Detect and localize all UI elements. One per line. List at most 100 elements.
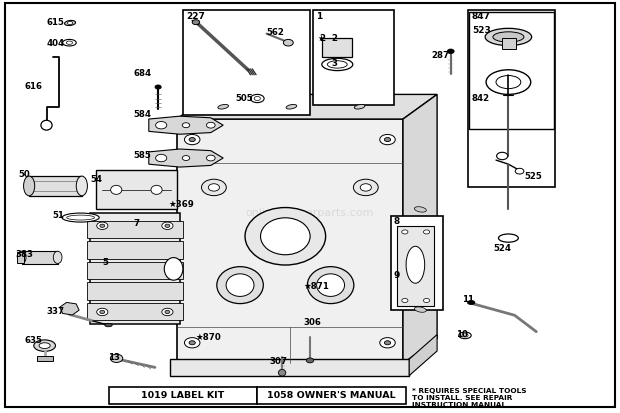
Ellipse shape: [402, 299, 408, 303]
Bar: [108, 387, 257, 404]
Ellipse shape: [24, 176, 35, 196]
Ellipse shape: [110, 354, 123, 363]
Bar: [22, 251, 58, 263]
Ellipse shape: [182, 123, 190, 128]
Text: 524: 524: [493, 244, 511, 253]
Ellipse shape: [402, 230, 408, 234]
Bar: [322, 38, 352, 57]
Polygon shape: [149, 149, 223, 167]
Ellipse shape: [182, 156, 190, 161]
Ellipse shape: [66, 41, 73, 44]
Text: 525: 525: [524, 172, 542, 181]
Ellipse shape: [467, 301, 475, 304]
Ellipse shape: [379, 135, 396, 145]
Text: 585: 585: [133, 152, 151, 161]
Ellipse shape: [283, 39, 293, 46]
Bar: [397, 226, 434, 306]
Ellipse shape: [493, 32, 524, 42]
Ellipse shape: [202, 179, 226, 196]
Text: 7: 7: [133, 219, 140, 228]
Bar: [87, 303, 183, 320]
Text: 227: 227: [186, 12, 205, 21]
Ellipse shape: [97, 308, 108, 316]
Ellipse shape: [165, 310, 170, 313]
Polygon shape: [149, 116, 223, 134]
Bar: [257, 387, 406, 404]
Polygon shape: [177, 95, 437, 119]
Ellipse shape: [162, 308, 173, 316]
Ellipse shape: [17, 251, 26, 263]
Text: 523: 523: [472, 26, 491, 35]
Ellipse shape: [63, 39, 76, 46]
Text: 842: 842: [471, 94, 489, 103]
Ellipse shape: [254, 97, 260, 101]
Ellipse shape: [286, 104, 297, 109]
Text: 2: 2: [318, 35, 326, 43]
Ellipse shape: [164, 258, 183, 280]
Ellipse shape: [278, 370, 286, 376]
Ellipse shape: [497, 152, 508, 160]
Ellipse shape: [156, 121, 167, 129]
Text: 10: 10: [456, 330, 467, 339]
Ellipse shape: [260, 218, 310, 255]
Text: onlinemowerparts.com: onlinemowerparts.com: [246, 209, 374, 218]
Ellipse shape: [33, 340, 56, 351]
Ellipse shape: [62, 213, 99, 222]
Bar: [183, 10, 310, 115]
Ellipse shape: [486, 70, 531, 95]
Bar: [502, 38, 516, 49]
Text: 51: 51: [53, 211, 64, 220]
Ellipse shape: [189, 341, 195, 345]
Ellipse shape: [353, 179, 378, 196]
Ellipse shape: [151, 185, 162, 195]
Ellipse shape: [110, 185, 122, 195]
Text: 383: 383: [16, 250, 33, 259]
Bar: [170, 359, 409, 375]
Ellipse shape: [217, 267, 264, 304]
Bar: [87, 221, 183, 238]
Text: 307: 307: [270, 357, 288, 366]
Ellipse shape: [447, 49, 454, 54]
Ellipse shape: [100, 310, 105, 313]
Ellipse shape: [226, 274, 254, 297]
Bar: [37, 356, 53, 361]
Bar: [29, 176, 82, 196]
Ellipse shape: [414, 206, 427, 212]
Text: ★: ★: [317, 34, 324, 43]
Bar: [177, 119, 403, 363]
Text: 1: 1: [316, 12, 322, 21]
Ellipse shape: [485, 28, 531, 45]
Ellipse shape: [76, 176, 87, 196]
Ellipse shape: [515, 169, 524, 174]
Bar: [313, 10, 394, 104]
Text: ★369: ★369: [169, 200, 195, 209]
Bar: [90, 214, 180, 324]
Ellipse shape: [308, 267, 354, 304]
Ellipse shape: [218, 104, 229, 109]
Ellipse shape: [208, 184, 219, 191]
Ellipse shape: [156, 154, 167, 162]
Ellipse shape: [384, 138, 391, 142]
Ellipse shape: [354, 104, 365, 109]
Ellipse shape: [206, 155, 215, 161]
Text: 5: 5: [102, 258, 108, 267]
Ellipse shape: [67, 215, 95, 220]
Text: 584: 584: [133, 110, 151, 119]
Text: 684: 684: [133, 69, 151, 78]
Text: 3: 3: [332, 59, 338, 68]
Ellipse shape: [155, 85, 161, 89]
Ellipse shape: [423, 299, 430, 303]
Ellipse shape: [498, 234, 518, 242]
Text: 11: 11: [462, 295, 474, 304]
Ellipse shape: [250, 95, 264, 102]
Text: ★870: ★870: [195, 333, 221, 342]
Bar: [87, 262, 183, 279]
Ellipse shape: [414, 238, 427, 244]
Ellipse shape: [192, 20, 200, 25]
Text: 615: 615: [46, 18, 64, 27]
Ellipse shape: [185, 135, 200, 145]
Text: 287: 287: [431, 51, 449, 60]
Polygon shape: [409, 335, 437, 375]
Text: 337: 337: [46, 307, 64, 316]
Text: 1058 OWNER'S MANUAL: 1058 OWNER'S MANUAL: [267, 391, 396, 400]
